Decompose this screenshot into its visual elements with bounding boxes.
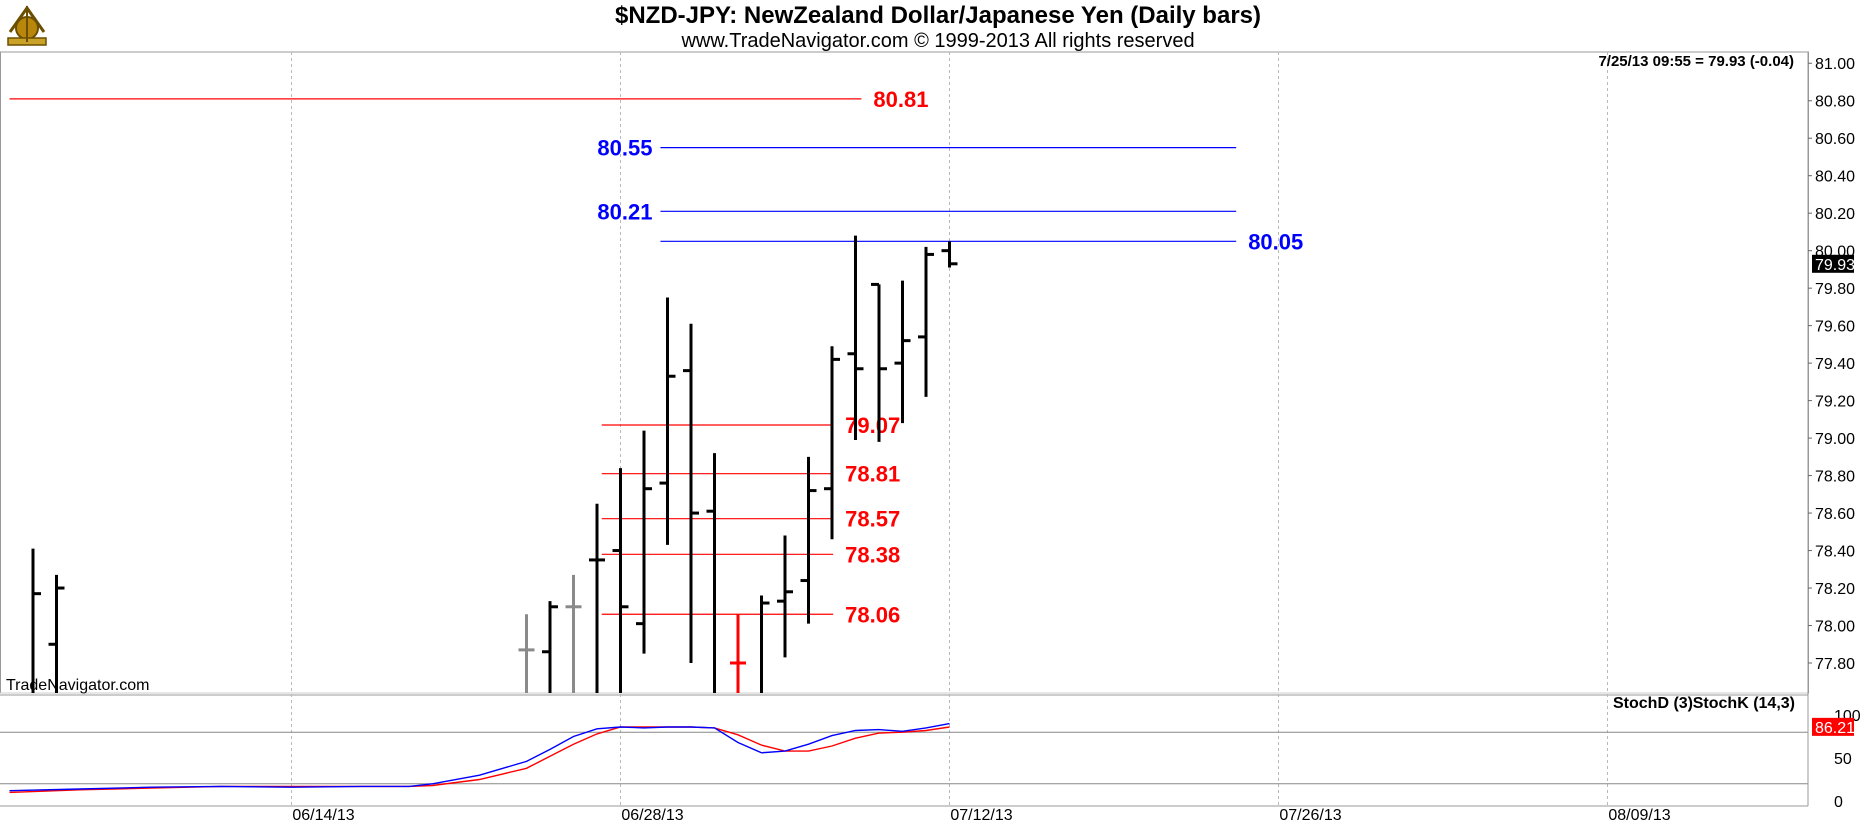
price-tick-label: 80.20 [1815,206,1855,223]
level-label: 78.57 [845,507,900,532]
date-tick-label: 06/14/13 [292,807,354,824]
last-price-label: 79.93 [1815,257,1855,274]
grid-layer [0,51,1809,807]
stoch-tick-label: 50 [1834,751,1852,768]
level-label: 80.81 [873,87,928,112]
price-tick-label: 79.00 [1815,431,1855,448]
price-tick-label: 77.80 [1815,656,1855,673]
price-tick-label: 78.80 [1815,469,1855,486]
date-tick-label: 08/09/13 [1608,807,1670,824]
price-tick-label: 79.80 [1815,281,1855,298]
price-tick-label: 78.40 [1815,544,1855,561]
trade-navigator-logo [7,5,47,46]
last-price-marker [1812,254,1854,273]
stochd-legend: StochD (3) [1613,695,1693,712]
price-tick-label: 79.40 [1815,356,1855,373]
quote-readout: 7/25/13 09:55 = 79.93 (-0.04) [1598,53,1794,70]
level-label: 78.81 [845,462,900,487]
price-bars [31,235,958,693]
price-tick-label: 78.20 [1815,581,1855,598]
chart-title: $NZD-JPY: NewZealand Dollar/Japanese Yen… [614,2,1261,29]
stochk-legend: StochK (14,3) [1693,695,1795,712]
watermark-text: TradeNavigator.com [6,677,149,694]
axes: 06/14/13 06/28/13 07/12/13 07/26/13 08/09/13… [292,52,1855,824]
stoch-tick-label: 0 [1834,794,1843,811]
stoch-k-line [9,722,950,792]
stoch-last-marker [1812,717,1854,736]
price-tick-label: 80.60 [1815,131,1855,148]
price-tick-label: 78.60 [1815,506,1855,523]
chart-subtitle: www.TradeNavigator.com © 1999-2013 All r… [681,30,1195,52]
level-label: 78.38 [845,542,900,567]
level-label: 80.05 [1248,229,1303,254]
level-label: 79.07 [845,413,900,438]
level-label: 80.21 [597,199,652,224]
date-tick-label: 07/26/13 [1279,807,1341,824]
price-tick-label: 79.60 [1815,319,1855,336]
level-label: 80.55 [597,136,652,161]
price-tick-label: 80.80 [1815,94,1855,111]
price-tick-label: 79.20 [1815,394,1855,411]
stoch-last-label: 86.21 [1815,720,1855,737]
date-tick-label: 07/12/13 [950,807,1012,824]
level-lines: 80.81 80.55 80.21 80.05 79.07 78.81 78.57 78.38… [9,87,1303,627]
level-label: 78.06 [845,602,900,627]
price-tick-label: 81.00 [1815,56,1855,73]
date-tick-label: 06/28/13 [621,807,683,824]
price-tick-label: 78.00 [1815,619,1855,636]
stoch-d-line [9,726,950,794]
price-tick-label: 80.40 [1815,169,1855,186]
